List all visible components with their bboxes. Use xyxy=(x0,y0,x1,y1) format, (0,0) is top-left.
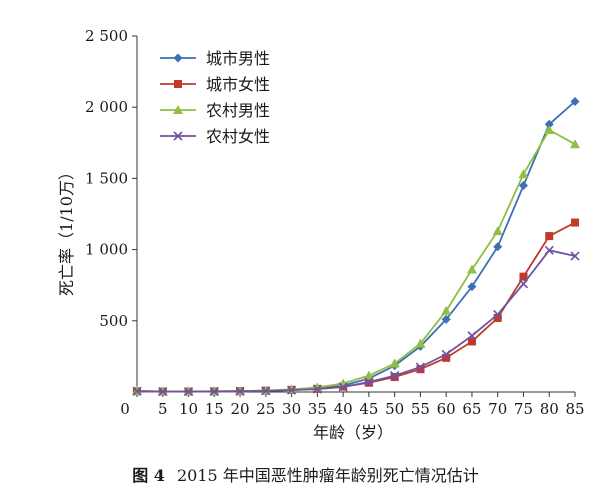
x-tick-label: 45 xyxy=(359,400,378,418)
data-point xyxy=(415,338,426,348)
x-tick-label: 70 xyxy=(488,400,507,418)
data-point xyxy=(545,232,554,241)
legend-item: 农村男性 xyxy=(160,101,270,120)
data-point xyxy=(389,358,400,368)
data-point xyxy=(493,309,503,319)
series-line xyxy=(136,221,576,393)
data-point xyxy=(173,105,183,114)
series-line xyxy=(136,249,576,393)
series-3 xyxy=(132,124,580,396)
x-tick-label: 85 xyxy=(565,400,584,418)
y-axis-title: 死亡率（1/10万） xyxy=(57,164,76,296)
legend-item: 城市女性 xyxy=(160,75,270,94)
data-point xyxy=(466,264,477,274)
data-point xyxy=(570,251,580,261)
x-tick-label: 20 xyxy=(231,400,250,418)
data-point xyxy=(544,245,554,255)
data-point xyxy=(441,314,451,324)
y-tick-label: 500 xyxy=(99,312,128,330)
data-point xyxy=(416,365,425,374)
data-point xyxy=(173,131,183,141)
data-point xyxy=(132,386,142,396)
data-point xyxy=(363,370,374,380)
data-point xyxy=(364,377,374,387)
figure-caption-text: 2015 年中国恶性肿瘤年龄别死亡情况估计 xyxy=(176,466,479,485)
x-tick-label: 40 xyxy=(334,400,353,418)
x-tick-label: 80 xyxy=(540,400,559,418)
data-point xyxy=(286,384,297,394)
y-tick-label: 1 500 xyxy=(85,169,128,187)
x-tick-label: 50 xyxy=(385,400,404,418)
data-point xyxy=(518,279,529,289)
x-tick-label: 0 xyxy=(120,400,130,418)
legend-label: 农村女性 xyxy=(206,127,270,146)
data-point xyxy=(467,282,477,292)
series-2 xyxy=(133,218,579,396)
x-axis-title: 年龄（岁） xyxy=(313,423,393,442)
data-point xyxy=(390,373,399,382)
data-point xyxy=(493,242,503,252)
y-tick-label: 2 000 xyxy=(85,98,128,116)
data-point xyxy=(415,362,425,372)
data-point xyxy=(441,349,451,359)
data-point xyxy=(492,226,503,236)
series-line xyxy=(136,100,576,393)
x-tick-label: 5 xyxy=(158,400,168,418)
legend-label: 城市女性 xyxy=(206,75,270,94)
x-tick-label: 75 xyxy=(514,400,533,418)
legend-label: 城市男性 xyxy=(206,49,270,68)
series-lines xyxy=(132,97,580,397)
data-point xyxy=(209,386,219,396)
x-axis-ticks: 0 5 10 15 20 25 30 35 40 45 50 55 60 65 70 75 80 85 xyxy=(120,392,585,418)
axes xyxy=(136,36,575,393)
x-tick-label: 25 xyxy=(256,400,275,418)
data-point xyxy=(442,353,451,362)
data-point xyxy=(235,386,245,396)
x-tick-label: 35 xyxy=(308,400,327,418)
series-line xyxy=(136,128,576,393)
data-point xyxy=(174,80,182,88)
data-point xyxy=(312,384,322,394)
x-tick-label: 55 xyxy=(411,400,430,418)
x-tick-label: 15 xyxy=(205,400,224,418)
legend-label: 农村男性 xyxy=(206,101,270,120)
data-point xyxy=(518,169,529,179)
data-point xyxy=(287,385,297,395)
y-axis-ticks: 500 1 000 1 500 2 000 2 500 xyxy=(85,27,137,330)
y-tick-label: 2 500 xyxy=(85,27,128,45)
data-point xyxy=(261,386,271,396)
x-tick-label: 30 xyxy=(282,400,301,418)
data-point xyxy=(493,313,502,322)
data-point xyxy=(571,218,579,227)
data-point xyxy=(544,124,555,134)
data-point xyxy=(544,119,554,129)
figure-caption: 图 4 2015 年中国恶性肿瘤年龄别死亡情况估计 xyxy=(0,462,611,486)
legend-item: 农村女性 xyxy=(160,127,270,146)
data-point xyxy=(158,387,168,397)
data-point xyxy=(519,272,528,281)
x-tick-label: 65 xyxy=(462,400,481,418)
data-point xyxy=(518,181,528,191)
data-point xyxy=(467,337,476,346)
data-point xyxy=(173,53,183,63)
figure-number: 图 4 xyxy=(132,466,165,485)
data-point xyxy=(570,97,580,107)
data-point xyxy=(338,382,348,392)
data-point xyxy=(570,139,580,149)
y-tick-label: 1 000 xyxy=(85,241,128,259)
data-point xyxy=(390,371,400,381)
x-tick-label: 10 xyxy=(179,400,198,418)
data-point xyxy=(183,387,194,397)
x-tick-label: 60 xyxy=(437,400,456,418)
data-point xyxy=(441,305,452,315)
legend-item: 城市男性 xyxy=(160,49,270,68)
data-point xyxy=(467,331,477,341)
series-1 xyxy=(132,97,580,397)
series-4 xyxy=(132,245,580,397)
